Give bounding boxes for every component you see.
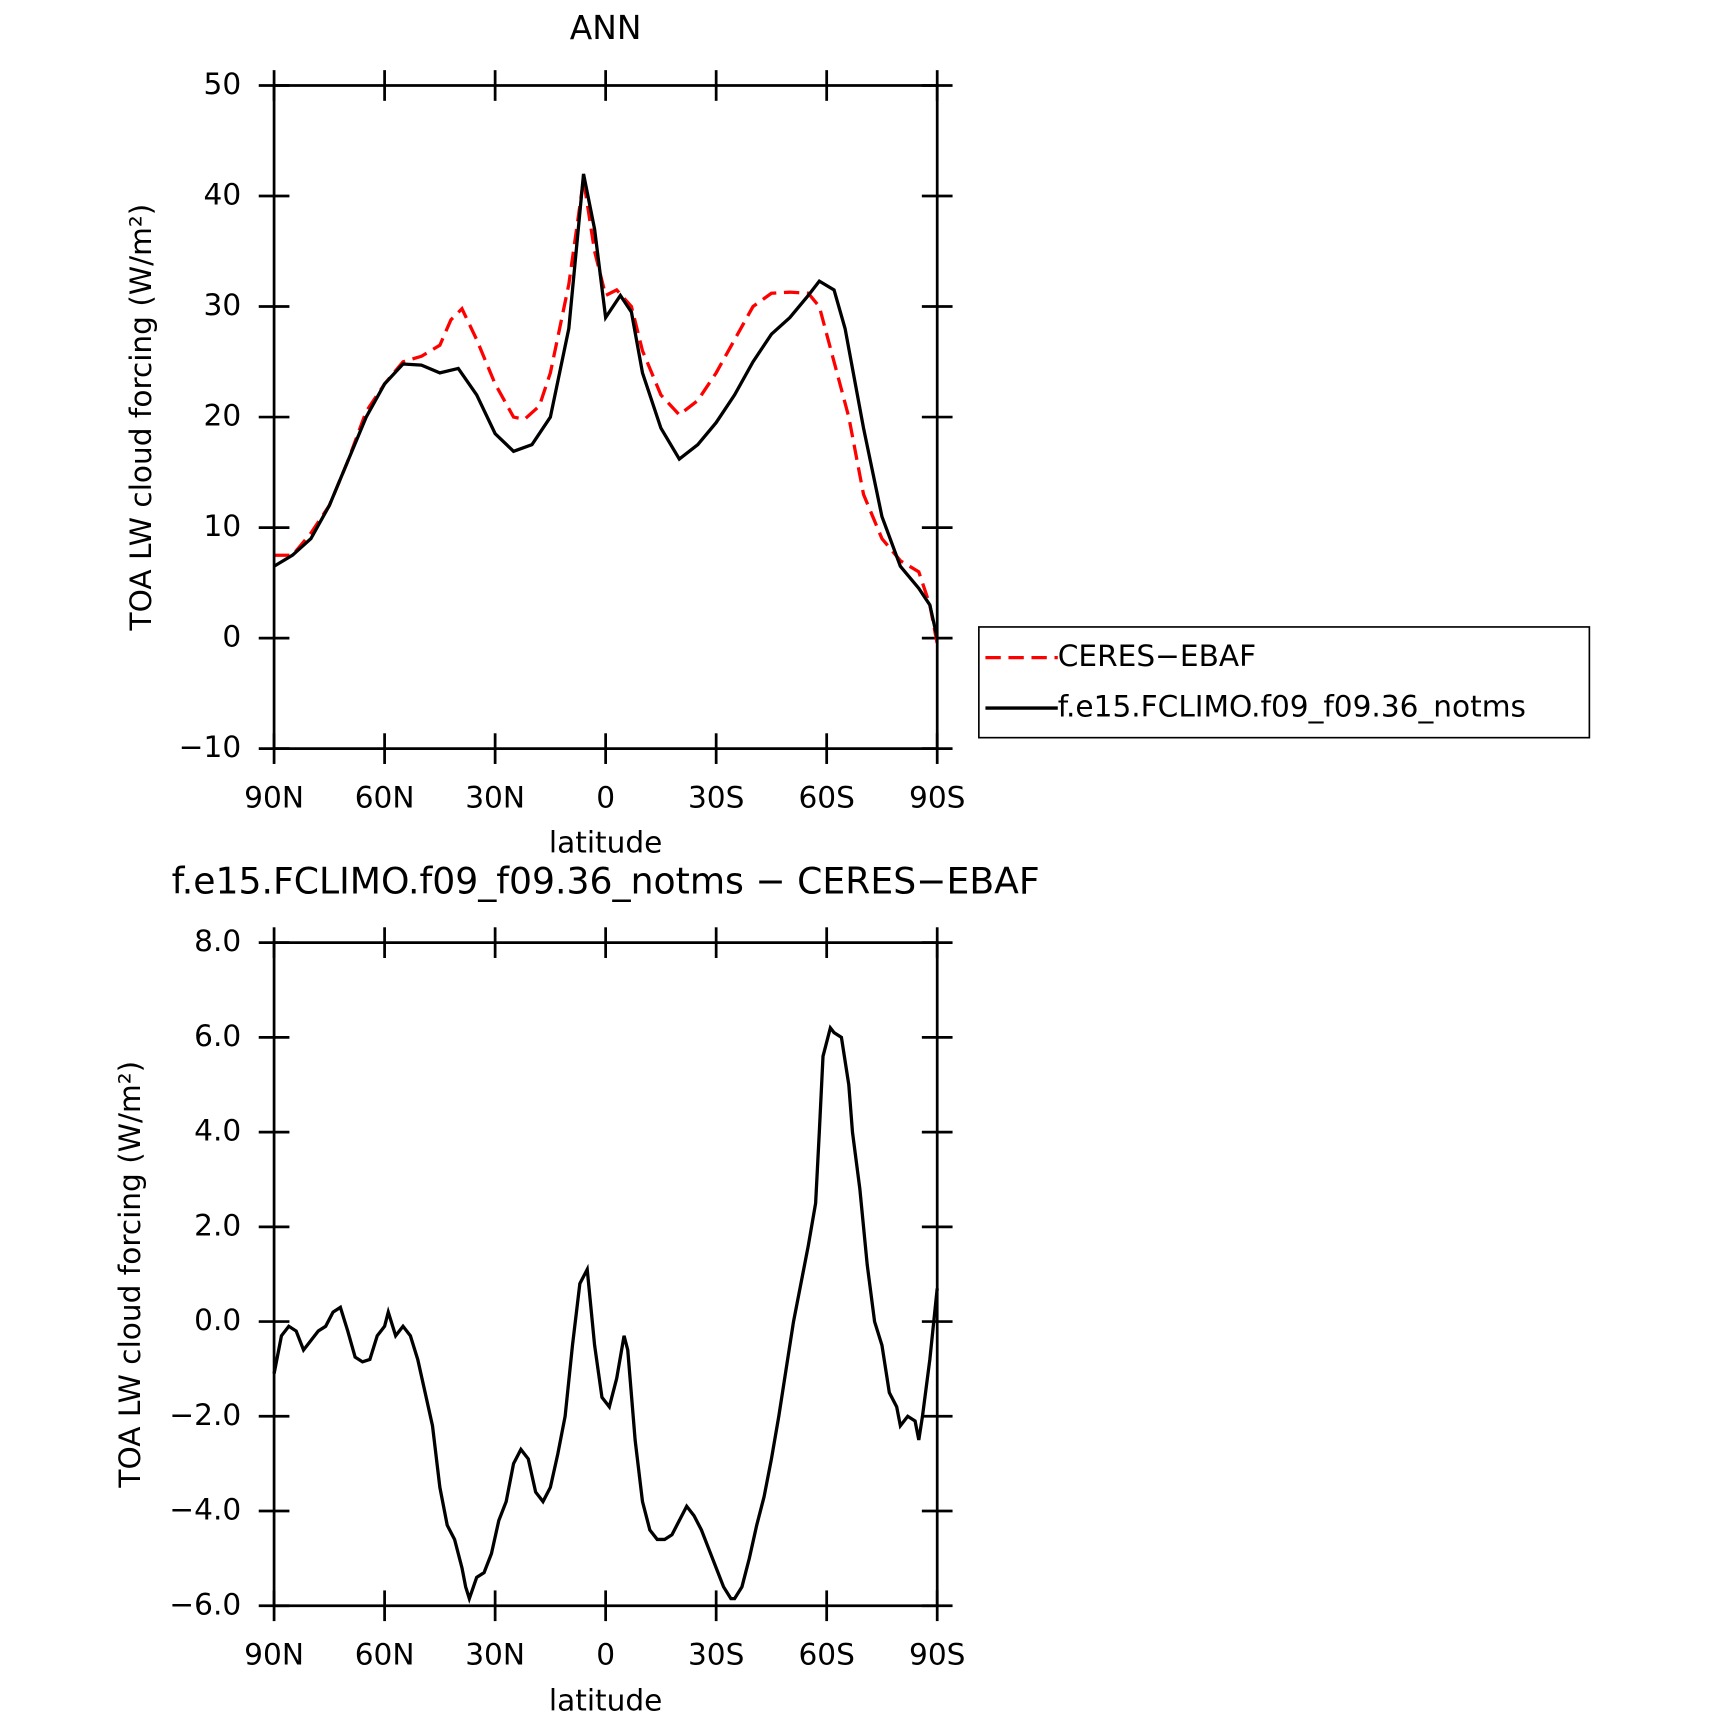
y-tick-label: 0 <box>222 620 241 654</box>
y-tick-label: 6.0 <box>194 1019 241 1053</box>
y-tick-label: −10 <box>179 730 241 764</box>
y-tick-label: 4.0 <box>194 1114 241 1148</box>
y-tick-label: 50 <box>204 67 242 101</box>
x-tick-label: 60S <box>798 781 854 815</box>
chart-title: ANN <box>570 8 642 47</box>
x-tick-label: 90S <box>909 781 965 815</box>
x-tick-label: 30S <box>688 1638 744 1672</box>
y-tick-label: 8.0 <box>194 924 241 958</box>
y-tick-label: 0.0 <box>194 1303 241 1337</box>
y-tick-label: 10 <box>204 509 242 543</box>
plot-frame <box>272 941 939 1608</box>
y-tick-label: 2.0 <box>194 1208 241 1242</box>
x-tick-label: 90N <box>244 1638 304 1672</box>
legend-label: CERES−EBAF <box>1058 639 1256 673</box>
x-tick-label: 60N <box>355 1638 415 1672</box>
x-tick-label: 0 <box>596 1638 615 1672</box>
legend-label: f.e15.FCLIMO.f09_f09.36_notms <box>1058 690 1526 724</box>
x-tick-label: 90S <box>909 1638 965 1672</box>
x-tick-label: 30N <box>465 1638 525 1672</box>
y-tick-label: 20 <box>204 399 242 433</box>
x-axis-label: latitude <box>549 1684 662 1718</box>
x-tick-label: 30N <box>465 781 525 815</box>
x-axis-label: latitude <box>549 825 662 859</box>
plot-frame <box>272 84 939 750</box>
y-axis-label: TOA LW cloud forcing (W/m²) <box>124 204 158 632</box>
x-tick-label: 60N <box>355 781 415 815</box>
y-axis-label: TOA LW cloud forcing (W/m²) <box>113 1061 147 1489</box>
y-tick-label: 30 <box>204 288 242 322</box>
y-tick-label: −2.0 <box>169 1398 241 1432</box>
data-line <box>273 173 939 639</box>
legend-box <box>978 626 1591 739</box>
y-tick-label: −6.0 <box>169 1587 241 1621</box>
x-tick-label: 60S <box>798 1638 854 1672</box>
chart-title: f.e15.FCLIMO.f09_f09.36_notms − CERES−EB… <box>172 859 1040 902</box>
y-tick-label: 40 <box>204 178 242 212</box>
chart: f.e15.FCLIMO.f09_f09.36_notms − CERES−EB… <box>113 859 1040 1717</box>
data-line <box>272 1024 939 1604</box>
chart: ANN latitude TOA LW cloud forcing (W/m²) −1… <box>124 8 1591 859</box>
y-tick-label: −4.0 <box>169 1493 241 1527</box>
x-tick-label: 30S <box>688 781 744 815</box>
x-tick-label: 0 <box>596 781 615 815</box>
data-line <box>274 179 939 644</box>
x-tick-label: 90N <box>244 781 304 815</box>
